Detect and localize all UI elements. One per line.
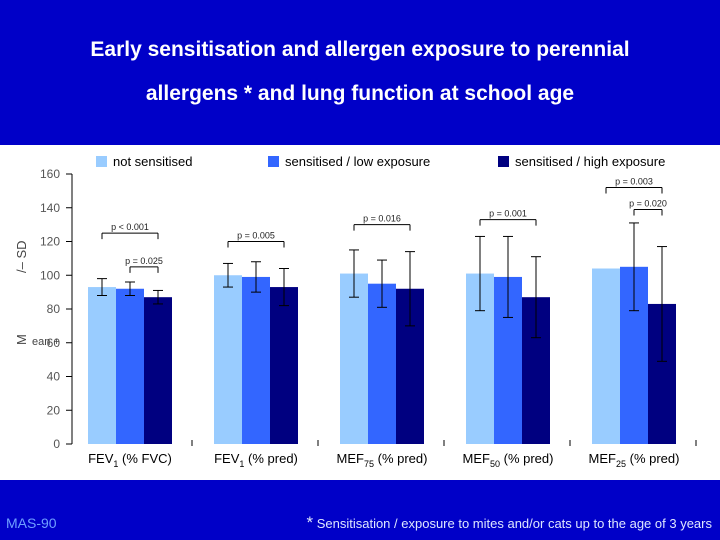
legend-swatch [96,156,107,167]
bar [368,283,396,444]
legend-swatch [268,156,279,167]
footnote-text: Sensitisation / exposure to mites and/or… [313,516,712,531]
y-tick-label: 60 [47,336,61,350]
p-value-label: p < 0.001 [111,222,149,232]
study-label: MAS-90 [6,515,57,531]
p-value-label: p = 0.016 [363,214,401,224]
x-tick-label: FEV1 (% FVC) [88,451,172,469]
y-tick-label: 160 [40,167,60,181]
y-tick-label: 20 [47,403,61,417]
bar [144,297,172,444]
y-tick-label: 80 [47,302,61,316]
y-tick-label: 140 [40,201,60,215]
bar [270,287,298,444]
p-value-label: p = 0.025 [125,256,163,266]
x-tick-label: MEF75 (% pred) [337,451,428,469]
bar [242,276,270,444]
bar [592,268,620,444]
x-tick-label: MEF50 (% pred) [463,451,554,469]
p-value-label: p = 0.020 [629,198,667,208]
legend-label: sensitised / high exposure [515,154,665,169]
legend-label: not sensitised [113,154,193,169]
slide-title-line-1: Early sensitisation and allergen exposur… [90,38,630,61]
y-axis-label-overlap: ean + [32,336,60,348]
bar [88,287,116,444]
p-value-label: p = 0.003 [615,177,653,187]
bar-chart: 0 20 40 60 80 100 120 140 160 M /– SD ean + FEV1 (% … [14,154,697,469]
legend-swatch [498,156,509,167]
bar [116,288,144,444]
slide-title-line-2: allergens * and lung function at school … [145,82,575,105]
bar [214,275,242,444]
bar [340,273,368,444]
p-value-label: p = 0.001 [489,209,527,219]
y-axis-label-suffix: /– SD [14,240,29,273]
y-tick-label: 100 [40,268,60,282]
y-tick-label: 120 [40,235,60,249]
footnote: * Sensitisation / exposure to mites and/… [306,513,712,533]
y-tick-label: 40 [47,370,61,384]
chart-panel: 0 20 40 60 80 100 120 140 160 M /– SD ean + FEV1 (% … [0,145,720,480]
footnote-star: * [306,513,314,532]
p-value-label: p = 0.005 [237,231,275,241]
y-axis-label: M [14,334,29,345]
x-tick-label: FEV1 (% pred) [214,451,298,469]
y-tick-label: 0 [53,437,60,451]
x-tick-label: MEF25 (% pred) [589,451,680,469]
legend-label: sensitised / low exposure [285,154,430,169]
